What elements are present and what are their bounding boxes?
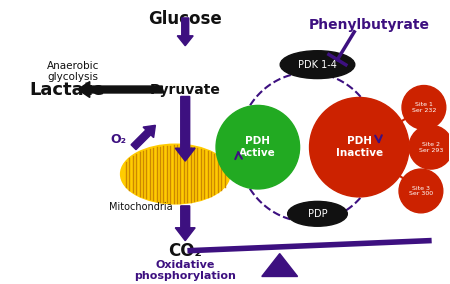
FancyArrow shape — [131, 125, 155, 150]
Circle shape — [402, 85, 446, 129]
Circle shape — [399, 169, 443, 213]
Text: Mitochondria: Mitochondria — [108, 202, 172, 212]
Ellipse shape — [121, 144, 230, 204]
Text: Phenylbutyrate: Phenylbutyrate — [309, 18, 430, 32]
Text: Site 3
Ser 300: Site 3 Ser 300 — [409, 185, 433, 196]
Circle shape — [409, 125, 450, 169]
Text: CO₂: CO₂ — [168, 242, 202, 260]
Text: Pyruvate: Pyruvate — [150, 83, 220, 97]
Text: Anaerobic
glycolysis: Anaerobic glycolysis — [47, 61, 99, 82]
FancyArrow shape — [175, 206, 195, 241]
Text: Oxidative
phosphorylation: Oxidative phosphorylation — [134, 260, 236, 281]
Text: PDK 1-4: PDK 1-4 — [298, 60, 337, 70]
Text: Glucose: Glucose — [148, 10, 222, 28]
Text: O₂: O₂ — [111, 133, 126, 146]
FancyArrow shape — [177, 18, 193, 46]
Text: PDH
Inactive: PDH Inactive — [336, 136, 383, 158]
Text: PDP: PDP — [308, 209, 327, 219]
Polygon shape — [262, 254, 297, 276]
Text: Site 1
Ser 232: Site 1 Ser 232 — [412, 102, 436, 113]
Ellipse shape — [280, 51, 355, 79]
Circle shape — [216, 105, 300, 189]
Circle shape — [310, 97, 409, 197]
Text: Lactate: Lactate — [29, 80, 104, 99]
FancyArrow shape — [175, 97, 195, 161]
FancyArrow shape — [78, 82, 162, 97]
Text: Site 2
Ser 293: Site 2 Ser 293 — [418, 142, 443, 153]
Text: PDH
Active: PDH Active — [239, 136, 276, 158]
Ellipse shape — [288, 201, 347, 226]
